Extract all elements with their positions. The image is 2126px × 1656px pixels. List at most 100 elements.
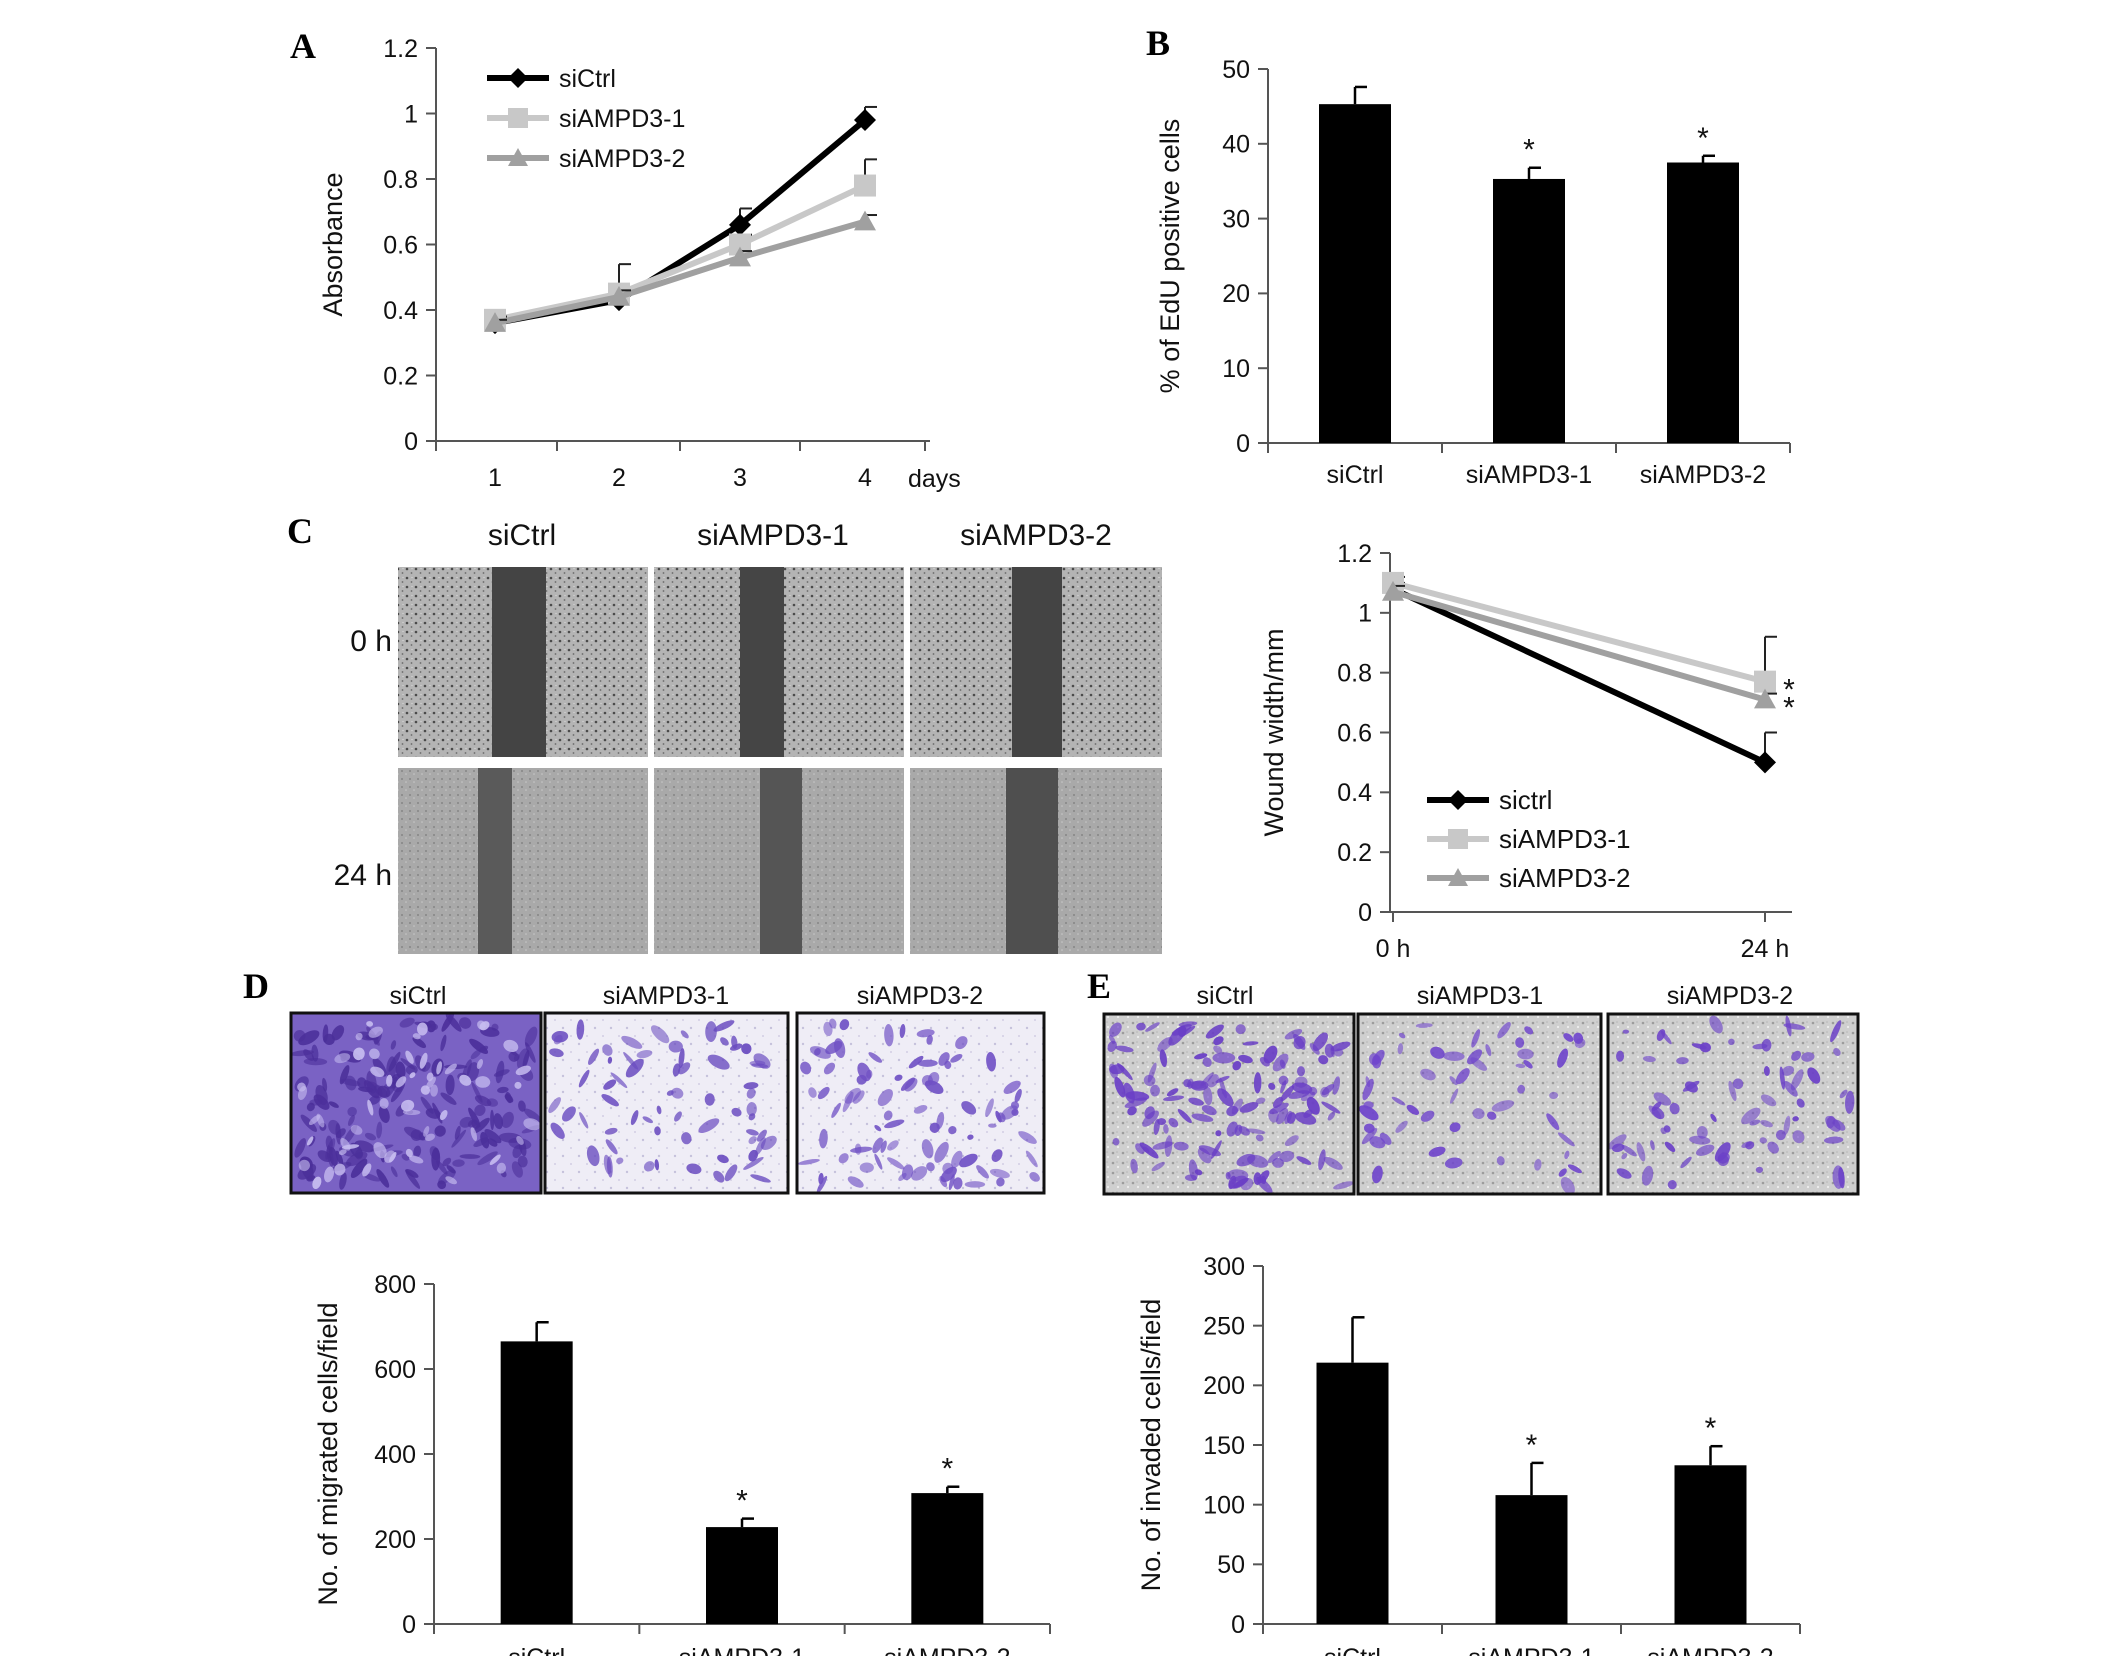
y-tick-label: 0: [1236, 430, 1250, 458]
stained-cell: [602, 1044, 613, 1056]
series-line-siampd3-2: [1392, 589, 1766, 703]
stained-cell: [746, 1129, 759, 1136]
stained-cell: [1115, 1045, 1134, 1053]
data-point-siampd3-2: [608, 285, 630, 306]
stained-cell: [386, 1074, 393, 1087]
stained-cell: [1001, 1105, 1018, 1120]
stained-cell: [1574, 1038, 1586, 1049]
stained-cell: [1327, 1111, 1336, 1121]
stained-cell: [991, 1149, 1003, 1162]
significance-marker-siampd3-2: *: [1705, 1412, 1717, 1445]
stained-cell: [1443, 1051, 1465, 1061]
stained-cell: [514, 1081, 522, 1089]
stained-cell: [1823, 1136, 1844, 1144]
bar-siampd3-2: [1674, 1465, 1747, 1624]
stained-cell: [1709, 1015, 1723, 1034]
stained-cell: [746, 1088, 756, 1099]
stained-cell: [959, 1153, 978, 1168]
stained-cell: [363, 1080, 380, 1099]
stained-cell: [357, 1077, 367, 1089]
stained-cell: [1147, 1062, 1157, 1083]
stained-cell: [1449, 1122, 1461, 1133]
transwell-images-d: siCtrl siAMPD3-1 siAMPD3-2: [289, 982, 1046, 1195]
stained-cell: [1680, 1156, 1692, 1169]
category-label-sictrl: siCtrl: [1327, 461, 1384, 489]
stained-cell: [654, 1159, 660, 1171]
stained-cell: [410, 1129, 423, 1141]
stained-cell: [1767, 1141, 1779, 1154]
stained-cell: [1238, 1054, 1253, 1064]
stained-cell: [818, 1172, 824, 1185]
stained-cell: [1549, 1091, 1559, 1100]
stained-cell: [1145, 1022, 1160, 1032]
stained-cell: [436, 1061, 443, 1075]
stained-cell: [874, 1124, 882, 1132]
stained-cell: [444, 1063, 457, 1075]
stained-cell: [576, 1019, 585, 1040]
stained-cell: [1164, 1135, 1173, 1157]
image-label-siampd3-1-e: siAMPD3-1: [1417, 982, 1543, 1010]
y-tick-label: 300: [1203, 1253, 1245, 1281]
stained-cell: [1567, 1164, 1582, 1174]
stained-cell: [1763, 1066, 1770, 1077]
stained-cell: [412, 1033, 421, 1040]
stained-cell: [1372, 1165, 1383, 1184]
stained-cell: [420, 1085, 431, 1095]
stained-cell: [625, 1058, 644, 1078]
stained-cell: [603, 1154, 612, 1175]
stained-cell: [1276, 1108, 1289, 1125]
stained-cell: [1515, 1037, 1525, 1048]
stained-cell: [1296, 1156, 1312, 1165]
stained-cell: [1247, 1154, 1269, 1168]
y-tick-label: 600: [374, 1356, 416, 1384]
stained-cell: [1379, 1132, 1392, 1145]
panel-d-chart: 0 200 400 600 800 No. of migrated cells/field…: [313, 1271, 1051, 1656]
stained-cell: [1309, 1043, 1320, 1055]
stained-cell: [399, 1017, 415, 1028]
stained-cell: [523, 1108, 542, 1123]
stained-cell: [1420, 1110, 1435, 1122]
stained-cell: [1284, 1135, 1299, 1147]
stained-cell: [741, 1043, 752, 1055]
stained-cell: [475, 1076, 491, 1088]
stained-cell: [720, 1037, 729, 1046]
stained-cell: [1232, 1060, 1242, 1071]
panel-letter-e: E: [1087, 966, 1111, 1006]
image-label-sictrl-e: siCtrl: [1197, 982, 1254, 1010]
x-tick-label: 0 h: [1376, 935, 1411, 963]
data-point-sictrl: [1754, 751, 1776, 774]
stained-cell: [1515, 1063, 1526, 1069]
stained-cell: [551, 1030, 569, 1043]
stained-cell: [1194, 1169, 1203, 1176]
stained-cell: [1792, 1130, 1805, 1144]
stained-cell: [477, 1151, 498, 1166]
stained-cell: [368, 1026, 383, 1038]
stained-cell: [913, 1105, 928, 1114]
stained-cell: [335, 1150, 344, 1166]
stained-cell: [409, 1072, 416, 1079]
significance-marker-siampd3-1: *: [736, 1485, 748, 1518]
stained-cell: [1163, 1123, 1169, 1134]
stained-cell: [1369, 1136, 1386, 1149]
legend-marker-siampd3-2: [508, 148, 528, 166]
stained-cell: [1807, 1067, 1821, 1084]
stained-cell: [1029, 1172, 1040, 1182]
stained-cell: [515, 1065, 531, 1076]
stained-cell: [1308, 1086, 1318, 1096]
stained-cell: [1194, 1053, 1208, 1060]
stained-cell: [1430, 1046, 1445, 1059]
stained-cell: [1397, 1043, 1404, 1055]
stained-cell: [1268, 1082, 1276, 1090]
stained-cell: [1142, 1146, 1150, 1154]
stain-image-sictrl-d: [289, 1011, 543, 1195]
stained-cell: [642, 1116, 653, 1124]
data-point-siampd3-1: [729, 233, 751, 256]
stained-cell: [1321, 1101, 1341, 1114]
significance-marker-siampd3-1: *: [1783, 674, 1795, 707]
stained-cell: [874, 1153, 883, 1170]
stained-cell: [1669, 1102, 1680, 1115]
stained-cell: [823, 1062, 836, 1075]
stained-cell: [1312, 1032, 1328, 1051]
stained-cell: [1163, 1095, 1185, 1102]
y-tick-label: 10: [1222, 355, 1250, 383]
